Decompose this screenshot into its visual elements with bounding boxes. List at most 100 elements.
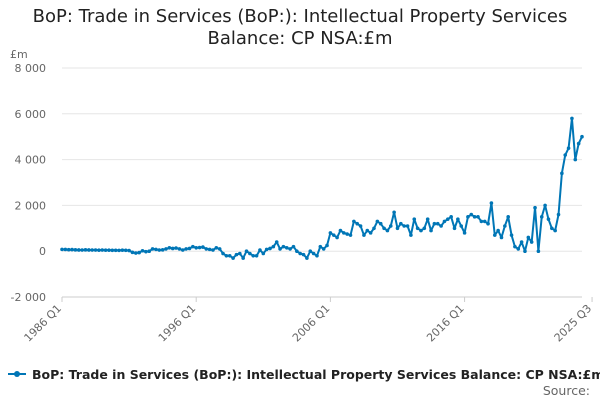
data-point[interactable] bbox=[580, 134, 584, 139]
data-point[interactable] bbox=[311, 251, 316, 256]
data-point[interactable] bbox=[446, 217, 450, 221]
data-point[interactable] bbox=[425, 217, 430, 221]
data-point[interactable] bbox=[291, 244, 296, 249]
data-point[interactable] bbox=[97, 248, 101, 252]
data-point[interactable] bbox=[382, 226, 386, 231]
data-point[interactable] bbox=[137, 250, 141, 255]
data-point[interactable] bbox=[83, 248, 88, 252]
data-point[interactable] bbox=[254, 253, 259, 258]
data-point[interactable] bbox=[533, 205, 537, 210]
data-point[interactable] bbox=[278, 247, 282, 251]
data-point[interactable] bbox=[392, 210, 396, 215]
data-point[interactable] bbox=[482, 219, 487, 224]
data-point[interactable] bbox=[536, 249, 541, 253]
data-point[interactable] bbox=[63, 247, 68, 252]
data-point[interactable] bbox=[207, 247, 212, 252]
data-point[interactable] bbox=[180, 248, 185, 252]
data-point[interactable] bbox=[560, 171, 564, 176]
data-point[interactable] bbox=[529, 240, 534, 244]
data-point[interactable] bbox=[345, 232, 349, 236]
data-point[interactable] bbox=[268, 246, 272, 251]
data-point[interactable] bbox=[221, 251, 225, 256]
data-point[interactable] bbox=[201, 245, 205, 249]
data-point[interactable] bbox=[107, 248, 111, 252]
data-point[interactable] bbox=[399, 221, 403, 226]
legend[interactable]: BoP: Trade in Services (BoP:): Intellect… bbox=[8, 366, 600, 382]
data-point[interactable] bbox=[492, 233, 497, 237]
data-point[interactable] bbox=[378, 221, 383, 226]
data-point[interactable] bbox=[328, 231, 333, 235]
data-point[interactable] bbox=[90, 248, 94, 252]
data-point[interactable] bbox=[80, 248, 84, 252]
data-point[interactable] bbox=[372, 226, 376, 231]
data-point[interactable] bbox=[442, 219, 447, 224]
data-point[interactable] bbox=[211, 248, 215, 252]
data-point[interactable] bbox=[288, 247, 292, 251]
data-point[interactable] bbox=[519, 240, 524, 244]
data-point[interactable] bbox=[358, 224, 363, 228]
data-point[interactable] bbox=[281, 244, 286, 249]
data-point[interactable] bbox=[348, 233, 353, 237]
data-point[interactable] bbox=[231, 256, 235, 260]
data-point[interactable] bbox=[506, 215, 510, 219]
data-point[interactable] bbox=[429, 228, 433, 233]
data-point[interactable] bbox=[412, 217, 417, 221]
data-point[interactable] bbox=[496, 228, 500, 233]
data-point[interactable] bbox=[93, 248, 98, 252]
data-point[interactable] bbox=[338, 228, 343, 233]
data-point[interactable] bbox=[513, 244, 517, 249]
data-point[interactable] bbox=[73, 248, 78, 252]
data-point[interactable] bbox=[66, 247, 71, 252]
data-point[interactable] bbox=[130, 250, 135, 255]
data-point[interactable] bbox=[214, 245, 219, 250]
data-point[interactable] bbox=[305, 256, 309, 260]
data-point[interactable] bbox=[395, 226, 400, 231]
data-point[interactable] bbox=[452, 226, 457, 231]
data-point[interactable] bbox=[419, 228, 423, 233]
data-point[interactable] bbox=[298, 251, 302, 256]
data-point[interactable] bbox=[526, 235, 531, 240]
data-point[interactable] bbox=[271, 244, 276, 249]
data-point[interactable] bbox=[160, 248, 165, 252]
data-point[interactable] bbox=[365, 228, 370, 233]
data-point[interactable] bbox=[352, 219, 356, 224]
data-point[interactable] bbox=[355, 221, 360, 226]
data-point[interactable] bbox=[197, 245, 202, 250]
data-point[interactable] bbox=[110, 248, 115, 253]
data-point[interactable] bbox=[144, 249, 148, 254]
data-point[interactable] bbox=[503, 224, 507, 228]
data-point[interactable] bbox=[570, 116, 574, 121]
data-point[interactable] bbox=[167, 245, 172, 250]
data-point[interactable] bbox=[284, 245, 289, 250]
data-point[interactable] bbox=[479, 219, 484, 224]
data-point[interactable] bbox=[543, 203, 547, 208]
data-point[interactable] bbox=[385, 228, 390, 233]
data-point[interactable] bbox=[150, 247, 155, 251]
data-point[interactable] bbox=[466, 215, 470, 219]
data-point[interactable] bbox=[244, 249, 249, 253]
data-point[interactable] bbox=[546, 217, 551, 221]
data-point[interactable] bbox=[489, 201, 494, 205]
data-point[interactable] bbox=[76, 248, 81, 252]
data-point[interactable] bbox=[335, 235, 339, 240]
data-point[interactable] bbox=[204, 247, 209, 251]
data-point[interactable] bbox=[509, 233, 514, 237]
data-point[interactable] bbox=[191, 244, 195, 249]
data-point[interactable] bbox=[258, 248, 262, 252]
data-point[interactable] bbox=[318, 244, 323, 249]
data-point[interactable] bbox=[362, 233, 366, 237]
data-point[interactable] bbox=[140, 248, 145, 253]
data-point[interactable] bbox=[432, 221, 437, 226]
data-point[interactable] bbox=[217, 247, 222, 251]
data-point[interactable] bbox=[553, 228, 557, 233]
data-point[interactable] bbox=[301, 252, 306, 257]
data-point[interactable] bbox=[405, 224, 410, 228]
data-point[interactable] bbox=[449, 215, 453, 219]
data-point[interactable] bbox=[248, 251, 252, 256]
data-point[interactable] bbox=[100, 248, 105, 252]
data-point[interactable] bbox=[264, 247, 269, 252]
data-point[interactable] bbox=[194, 245, 198, 250]
data-point[interactable] bbox=[476, 215, 480, 219]
data-point[interactable] bbox=[187, 246, 192, 251]
data-point[interactable] bbox=[499, 235, 504, 240]
